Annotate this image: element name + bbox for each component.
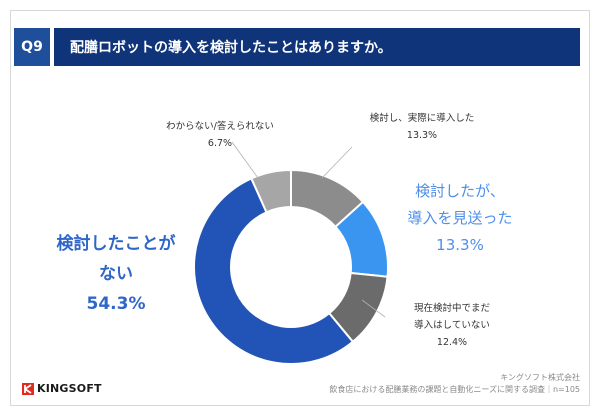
donut-slice-unknown bbox=[250, 168, 292, 214]
kingsoft-logo-text: KINGSOFT bbox=[37, 382, 102, 395]
label-considering: 現在検討中でまだ 導入はしていない 12.4% bbox=[388, 300, 516, 351]
label-never-pct: 54.3% bbox=[86, 294, 146, 314]
label-never-line2: ない bbox=[99, 264, 133, 284]
leader-lines bbox=[231, 141, 386, 318]
leader-line-implemented bbox=[321, 146, 353, 179]
label-unknown-text: わからない/答えられない bbox=[166, 121, 274, 132]
label-considering-pct: 12.4% bbox=[436, 337, 468, 348]
footer-survey: 飲食店における配膳業務の課題と自動化ニーズに関する調査｜n=105 bbox=[329, 385, 580, 394]
kingsoft-logo-icon bbox=[22, 382, 34, 395]
leader-line-unknown bbox=[231, 141, 259, 179]
question-header: Q9 配膳ロボットの導入を検討したことはありますか。 bbox=[14, 28, 580, 66]
kingsoft-logo: KINGSOFT bbox=[22, 382, 102, 395]
question-title: 配膳ロボットの導入を検討したことはありますか。 bbox=[54, 28, 580, 66]
label-implemented-pct: 13.3% bbox=[406, 130, 438, 141]
label-considering-line1: 現在検討中でまだ bbox=[413, 303, 490, 314]
label-unknown: わからない/答えられない 6.7% bbox=[150, 118, 290, 152]
label-unknown-pct: 6.7% bbox=[207, 138, 233, 149]
label-declined: 検討したが、 導入を見送った 13.3% bbox=[392, 178, 528, 259]
footer-company: キングソフト株式会社 bbox=[500, 373, 580, 382]
label-declined-pct: 13.3% bbox=[436, 236, 484, 254]
label-never: 検討したことが ない 54.3% bbox=[36, 229, 196, 319]
label-never-line1: 検討したことが bbox=[56, 234, 176, 254]
label-declined-line1: 検討したが、 bbox=[415, 182, 505, 200]
label-considering-line2: 導入はしていない bbox=[414, 320, 490, 331]
donut-slices bbox=[193, 168, 389, 365]
label-declined-line2: 導入を見送った bbox=[407, 209, 513, 227]
donut-slice-never bbox=[193, 177, 355, 365]
leader-line-considering bbox=[361, 299, 386, 318]
question-number: Q9 bbox=[14, 28, 50, 66]
label-implemented: 検討し、実際に導入した 13.3% bbox=[352, 110, 492, 144]
label-implemented-text: 検討し、実際に導入した bbox=[369, 113, 475, 124]
